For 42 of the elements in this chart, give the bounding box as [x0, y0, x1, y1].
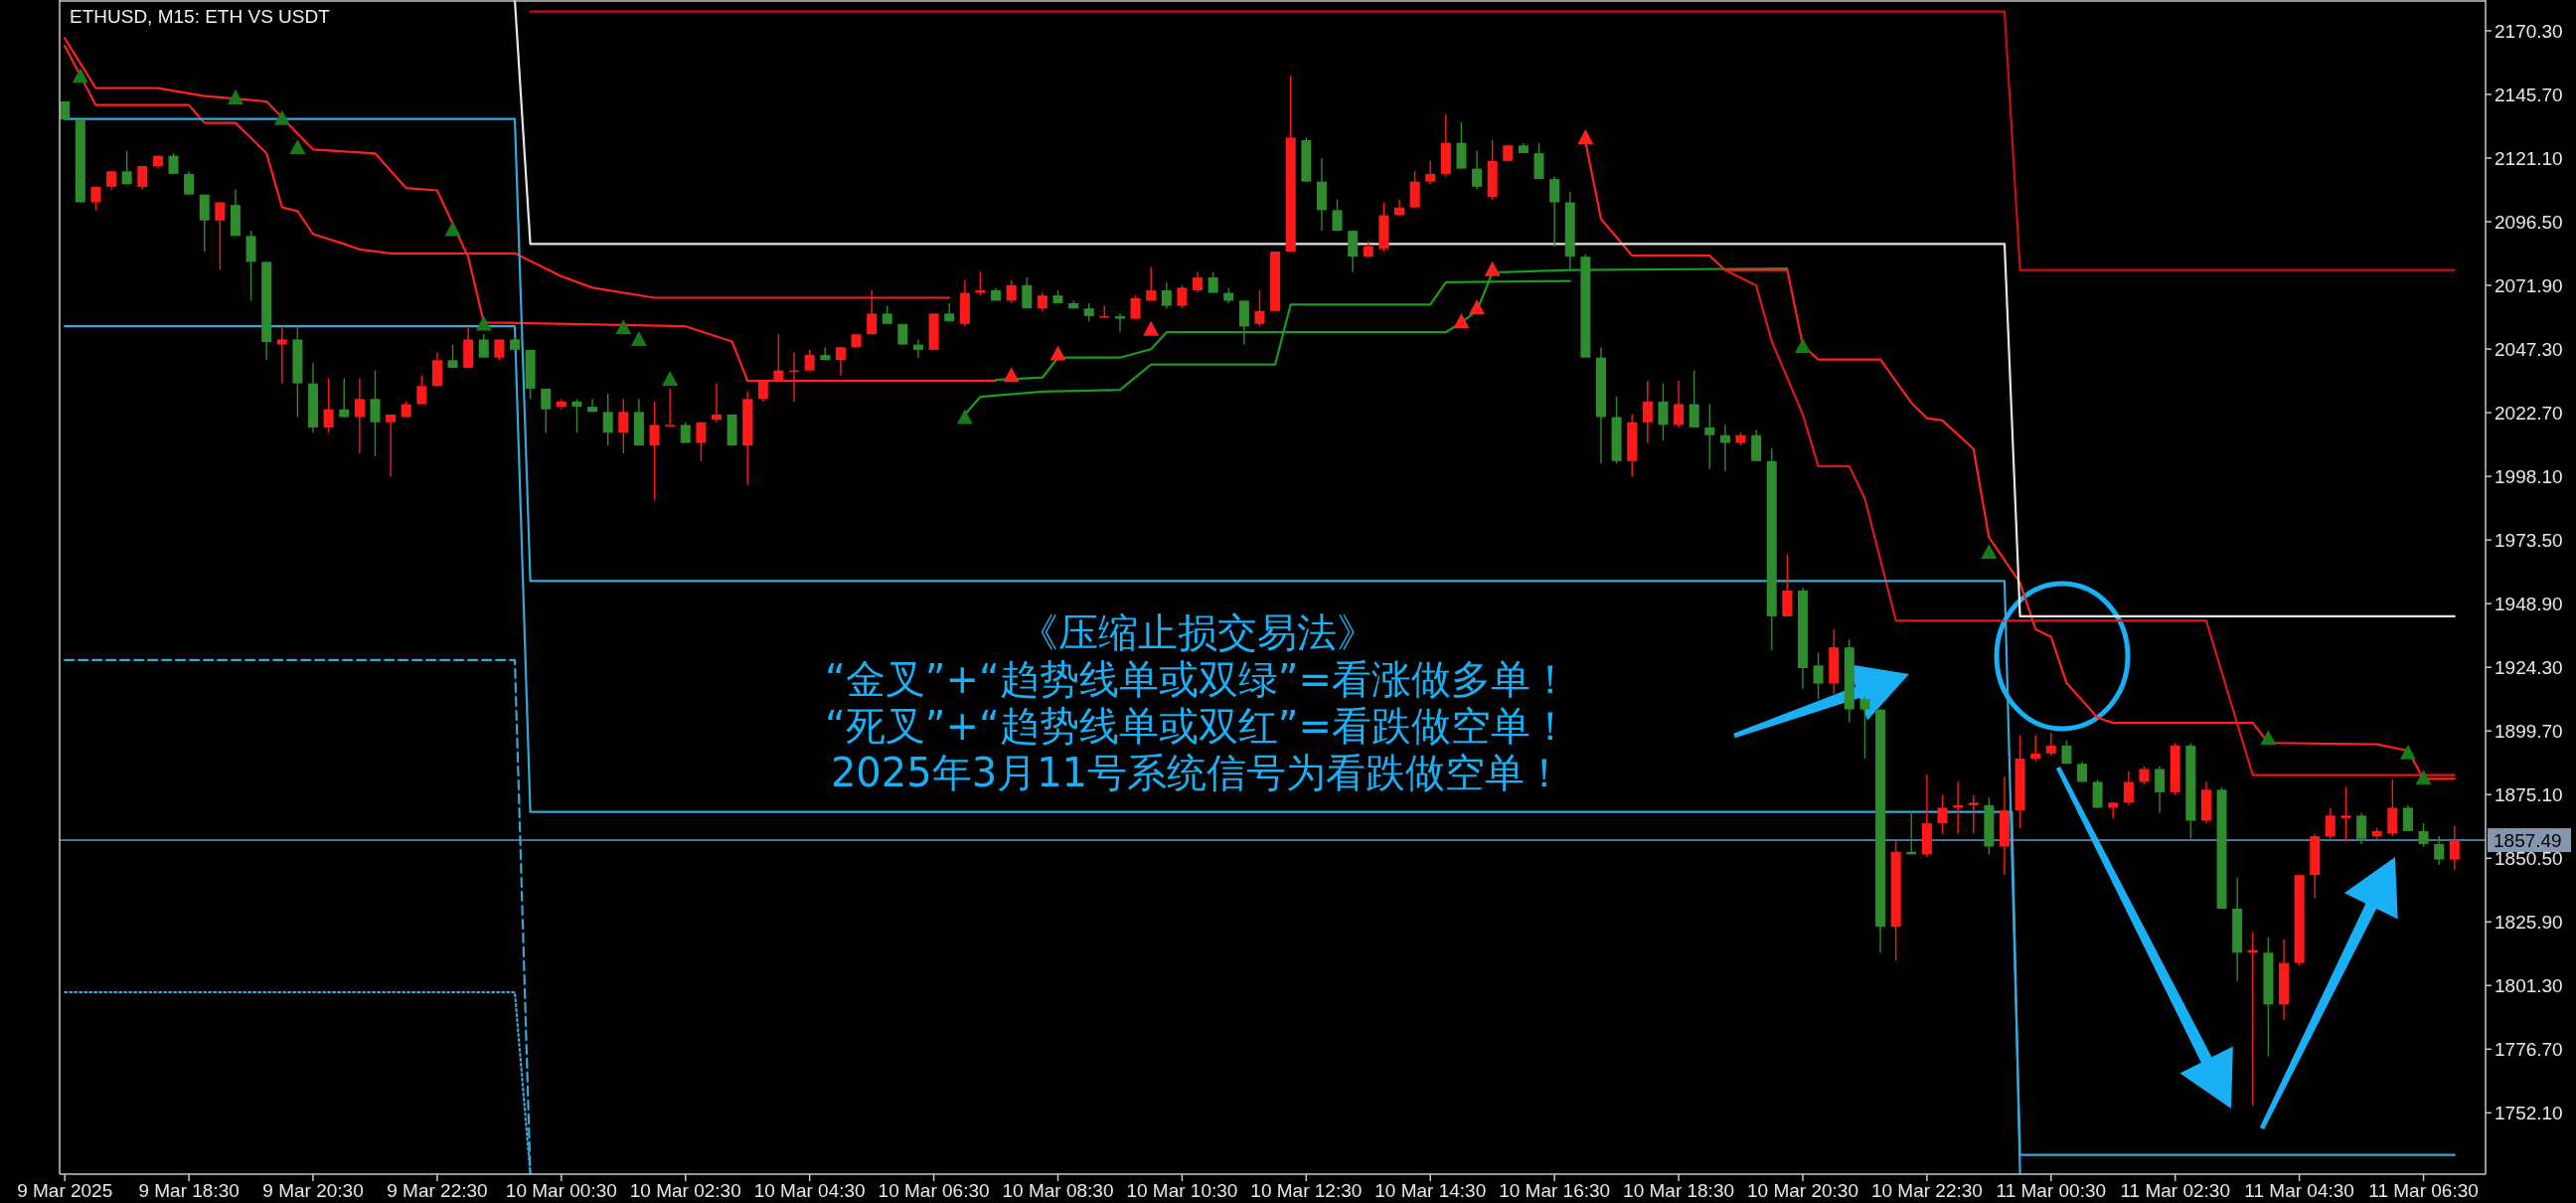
annotation: “死叉”+“趋势线单或双红”=看跌做空单！	[825, 703, 1570, 749]
x-tick-label: 9 Mar 22:30	[387, 1180, 488, 1201]
y-tick-label: 2047.30	[2495, 339, 2563, 361]
y-tick-label: 2022.70	[2495, 403, 2563, 425]
y-tick-label: 1801.30	[2495, 975, 2563, 997]
x-tick-label: 9 Mar 2025	[17, 1180, 113, 1201]
x-tick-label: 10 Mar 10:30	[1126, 1180, 1238, 1201]
y-tick-label: 1776.70	[2495, 1039, 2563, 1061]
annotation: 《压缩止损交易法》	[1019, 609, 1376, 655]
x-tick-label: 10 Mar 02:30	[629, 1180, 741, 1201]
annotation: “金叉”+“趋势线单或双绿”=看涨做多单！	[825, 656, 1570, 702]
y-tick-label: 2096.50	[2495, 212, 2563, 234]
x-tick-label: 10 Mar 16:30	[1499, 1180, 1611, 1201]
chart-title: ETHUSD, M15: ETH VS USDT	[70, 6, 331, 27]
x-tick-label: 11 Mar 00:30	[1996, 1180, 2107, 1201]
x-tick-label: 10 Mar 00:30	[505, 1180, 617, 1201]
x-tick-label: 10 Mar 06:30	[878, 1180, 990, 1201]
y-tick-label: 1875.10	[2495, 784, 2563, 806]
y-tick-label: 1899.70	[2495, 721, 2563, 743]
x-tick-label: 10 Mar 20:30	[1747, 1180, 1858, 1201]
x-tick-label: 9 Mar 20:30	[262, 1180, 364, 1201]
y-tick-label: 1752.10	[2495, 1103, 2563, 1124]
x-tick-label: 10 Mar 18:30	[1623, 1180, 1735, 1201]
y-tick-label: 2145.70	[2495, 84, 2563, 105]
y-tick-label: 1924.30	[2495, 657, 2563, 679]
y-tick-label: 2170.30	[2495, 20, 2563, 42]
x-tick-label: 11 Mar 02:30	[2120, 1180, 2230, 1201]
x-tick-label: 10 Mar 22:30	[1870, 1180, 1983, 1201]
y-tick-label: 2121.10	[2495, 148, 2563, 170]
y-tick-label: 1948.90	[2495, 594, 2563, 615]
x-tick-label: 11 Mar 06:30	[2368, 1180, 2479, 1201]
x-tick-label: 10 Mar 12:30	[1250, 1180, 1363, 1201]
x-tick-label: 9 Mar 18:30	[138, 1180, 240, 1201]
x-tick-label: 10 Mar 14:30	[1374, 1180, 1487, 1201]
y-tick-label: 1998.10	[2495, 466, 2563, 488]
annotation: 2025年3月11号系统信号为看跌做空单！	[830, 750, 1565, 795]
y-tick-label: 1973.50	[2495, 530, 2563, 552]
y-tick-label: 2071.90	[2495, 275, 2563, 297]
x-tick-label: 10 Mar 08:30	[1002, 1180, 1114, 1201]
y-tick-label: 1825.90	[2495, 912, 2563, 934]
x-tick-label: 11 Mar 04:30	[2244, 1180, 2354, 1201]
x-tick-label: 10 Mar 04:30	[753, 1180, 866, 1201]
